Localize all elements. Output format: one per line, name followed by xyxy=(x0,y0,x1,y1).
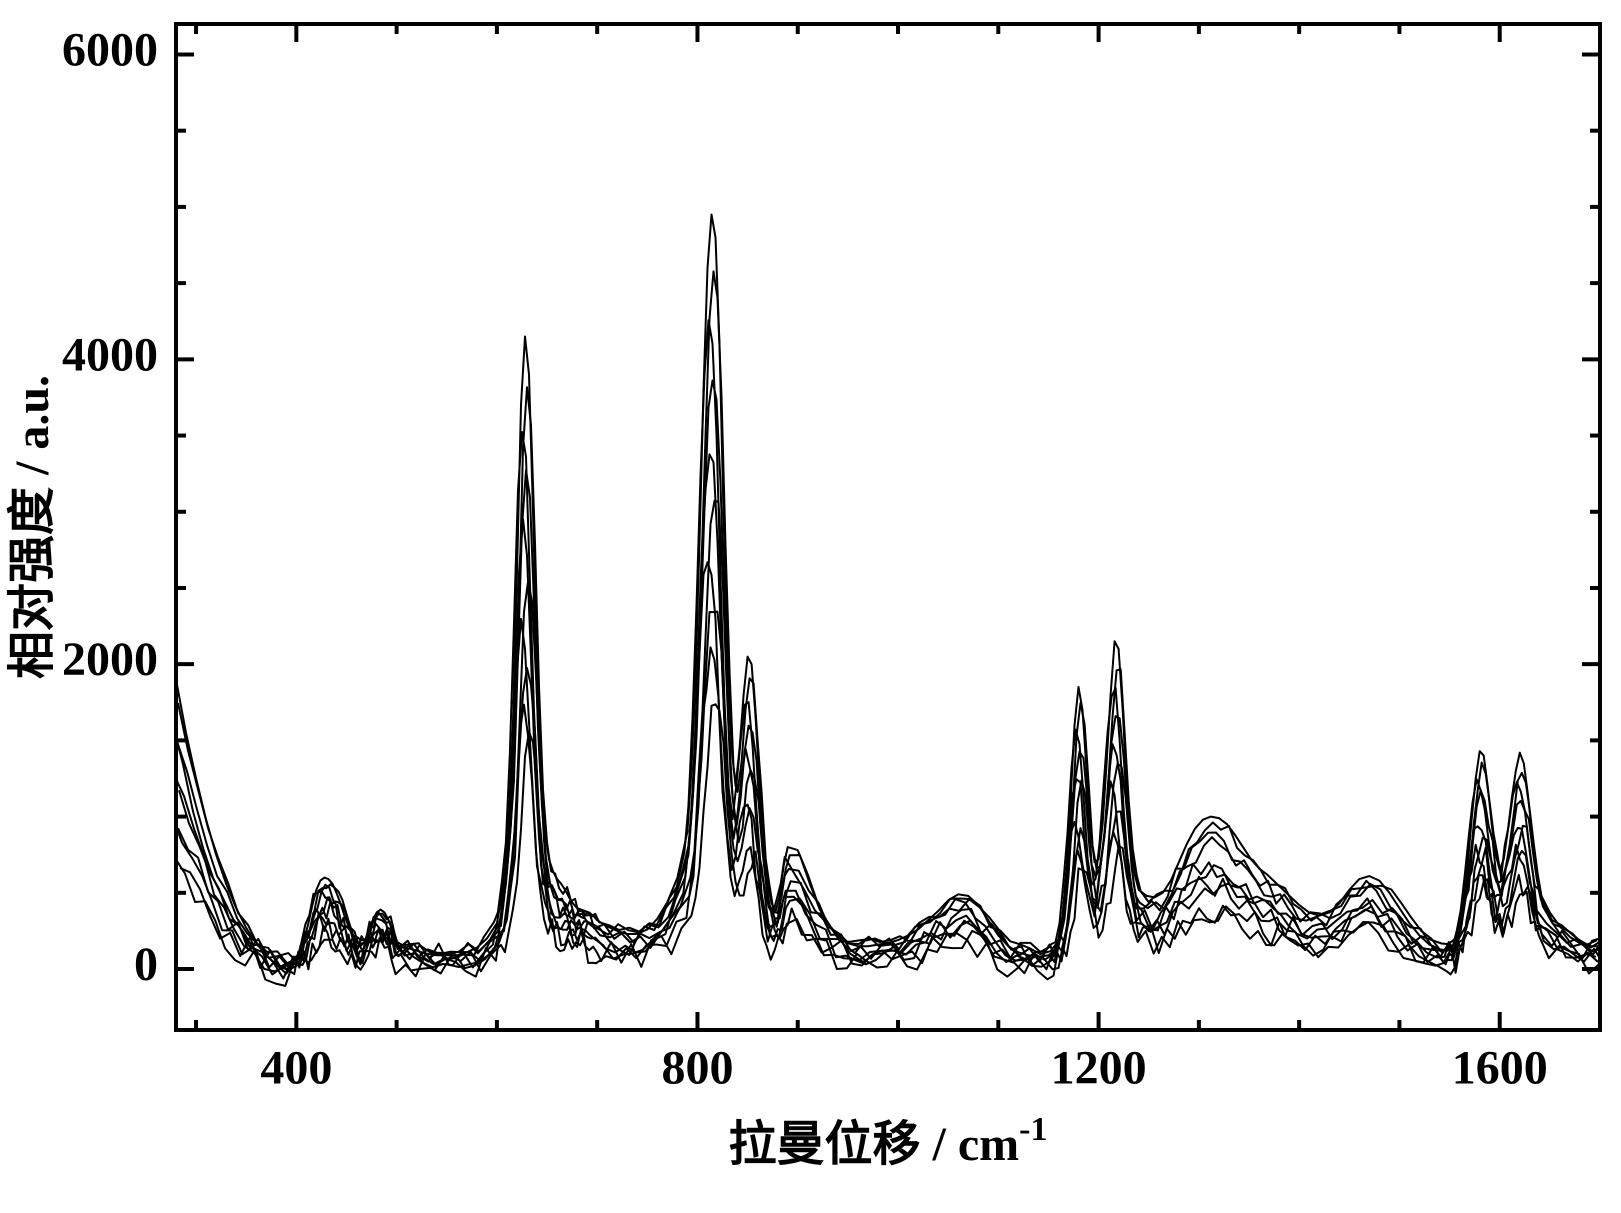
x-axis-label-sup: -1 xyxy=(1019,1111,1047,1148)
x-axis-label-text: 拉曼位移 / cm xyxy=(729,1118,1020,1171)
x-axis-label: 拉曼位移 / cm-1 xyxy=(729,1111,1048,1171)
svg-text:800: 800 xyxy=(661,1042,733,1095)
svg-text:2000: 2000 xyxy=(62,633,158,686)
spectra-lines xyxy=(172,215,1604,986)
svg-text:400: 400 xyxy=(260,1042,332,1095)
plot-frame xyxy=(176,24,1600,1030)
svg-text:0: 0 xyxy=(134,938,158,991)
svg-text:1600: 1600 xyxy=(1452,1042,1548,1095)
chart-svg: 0 2000 4000 6000 400 800 1200 1600 相对强度 / a.u.… xyxy=(0,0,1621,1208)
x-tick-labels: 400 800 1200 1600 xyxy=(260,1042,1547,1095)
y-axis-label: 相对强度 / a.u. xyxy=(6,375,59,679)
y-axis-ticks xyxy=(176,54,1600,969)
svg-text:1200: 1200 xyxy=(1051,1042,1147,1095)
y-tick-labels: 0 2000 4000 6000 xyxy=(62,24,158,992)
x-axis-ticks xyxy=(196,24,1600,1030)
svg-text:6000: 6000 xyxy=(62,24,158,77)
raman-spectra-chart: 0 2000 4000 6000 400 800 1200 1600 相对强度 / a.u.… xyxy=(0,0,1621,1208)
svg-text:4000: 4000 xyxy=(62,328,158,381)
